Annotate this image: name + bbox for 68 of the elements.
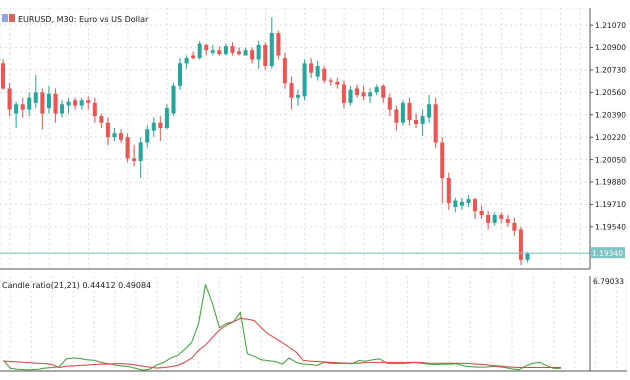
candlestick [53,88,58,124]
candlestick [184,54,189,70]
candlestick [368,88,372,104]
candlestick [158,116,162,142]
candlestick [86,96,90,110]
text: EURUSD, M30: Euro vs US Dollar [18,15,149,24]
candlestick [355,84,359,98]
candlestick [309,58,314,78]
candlestick [46,85,51,114]
candlestick [473,197,477,220]
candlestick [8,82,12,117]
candlestick [80,97,84,110]
candlestick [217,46,222,56]
candlestick [230,42,234,56]
candlestick [414,112,418,128]
candlestick [296,89,300,106]
candlestick [388,93,392,117]
candlestick [486,210,490,230]
candlestick [400,100,405,126]
candlestick [152,116,156,138]
candlestick [466,194,470,208]
candlestick [492,212,497,226]
candlestick [506,214,510,228]
candlestick [14,101,18,128]
candlestick [407,97,412,126]
candlestick [381,84,386,104]
candlestick [316,60,320,81]
candlestick [342,80,346,109]
candlestick [178,58,182,90]
candlestick [362,85,366,101]
candlestick [427,94,432,124]
candlestick [60,100,64,118]
candlestick [204,43,208,56]
candlestick [289,76,294,110]
candlestick [138,136,143,179]
candlestick [210,44,215,56]
candlestick [420,109,425,136]
candlestick [145,124,150,148]
candlestick [99,112,104,128]
candlestick [132,144,136,167]
candlestick [322,66,326,84]
candlestick [198,40,202,60]
candlestick [499,212,504,224]
candlestick [348,85,352,106]
candlestick [164,104,169,130]
candlestick [512,217,516,237]
candlestick [92,97,97,124]
candlestick [394,105,398,132]
candlestick [335,77,340,89]
candlestick [224,43,228,56]
candlestick [453,197,458,213]
candlestick [66,97,71,114]
candlestick [263,42,268,70]
candlestick [34,74,38,109]
candlestick [119,128,123,143]
candlestick [250,47,254,64]
chart-title: Candle ratio(21,21) 0.44412 0.49084 [2,281,152,290]
candlestick [480,205,484,220]
candlestick [27,92,32,117]
candlestick [73,97,78,110]
candlestick [374,84,379,96]
candlestick [106,116,110,146]
candlestick [276,30,280,60]
candlestick [126,132,130,163]
candlestick [20,97,25,118]
candlestick [256,40,261,70]
candlestick [112,127,116,142]
candlestick [40,88,44,130]
